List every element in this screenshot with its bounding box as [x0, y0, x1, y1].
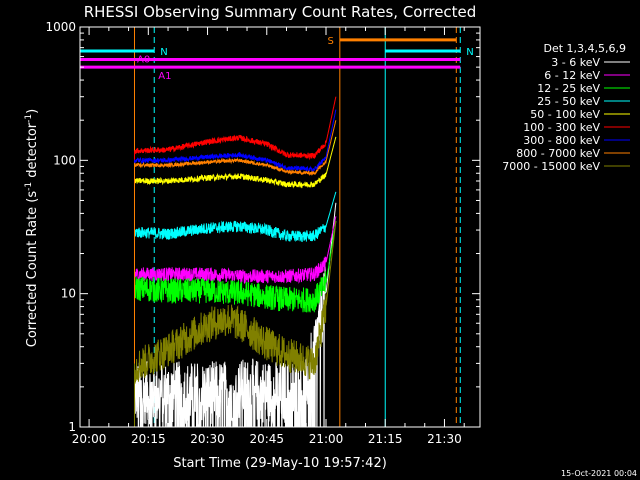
x-tick-label: 20:30	[190, 432, 225, 446]
y-label-superscript: -1	[24, 114, 34, 123]
y-label-part: )	[25, 109, 40, 114]
legend-label: 12 - 25 keV	[537, 82, 600, 95]
legend-label: 800 - 7000 keV	[516, 147, 600, 160]
series-line	[134, 202, 337, 427]
legend-label: 6 - 12 keV	[544, 69, 600, 82]
y-tick-label: 1000	[45, 20, 76, 34]
x-tick-label: 20:45	[249, 432, 284, 446]
plot-frame	[79, 26, 481, 428]
x-tick-label: 20:00	[72, 432, 107, 446]
legend-label: 3 - 6 keV	[551, 56, 600, 69]
flag-bar-label: A0	[137, 55, 150, 66]
series-line	[134, 136, 337, 427]
legend-label: 300 - 800 keV	[523, 134, 600, 147]
series-line	[134, 120, 337, 427]
axes: 20:00 20:15 20:30 20:45 21:00 21:15 21:30 1 10 10…	[45, 20, 481, 446]
series-line	[134, 221, 337, 427]
plot-area: N N S A0 A1	[80, 27, 474, 427]
series-line	[134, 109, 337, 427]
legend-label: 100 - 300 keV	[523, 121, 600, 134]
flag-bar-label: N	[160, 47, 167, 58]
flag-bar-label: A1	[158, 71, 171, 82]
y-axis-label: Corrected Count Rate (s-1 detector-1)	[24, 109, 40, 347]
y-tick-label: 1	[68, 420, 76, 434]
legend-header: Det 1,3,4,5,6,9	[543, 42, 626, 55]
y-tick-label: 10	[61, 287, 76, 301]
y-label-part: Corrected Count Rate (s	[25, 191, 40, 348]
y-tick-label: 100	[53, 153, 76, 167]
footer-timestamp: 15-Oct-2021 00:04	[561, 469, 637, 478]
series-line	[134, 216, 337, 427]
flag-bar-label: S	[327, 36, 333, 47]
legend-label: 50 - 100 keV	[530, 108, 600, 121]
x-axis-label: Start Time (29-May-10 19:57:42)	[173, 456, 387, 471]
series-line	[134, 191, 337, 427]
chart-title: RHESSI Observing Summary Count Rates, Co…	[84, 3, 477, 21]
series-line	[134, 96, 337, 427]
x-tick-label: 20:15	[131, 432, 166, 446]
data-group	[80, 27, 461, 427]
flag-bar-label: N	[466, 47, 473, 58]
x-tick-label: 21:30	[427, 432, 462, 446]
x-tick-label: 21:00	[309, 432, 344, 446]
series-line	[134, 221, 337, 427]
y-label-part: detector	[25, 122, 40, 182]
legend-label: 7000 - 15000 keV	[502, 160, 600, 173]
y-label-superscript: -1	[24, 182, 34, 191]
x-tick-label: 21:15	[368, 432, 403, 446]
legend-label: 25 - 50 keV	[537, 95, 600, 108]
